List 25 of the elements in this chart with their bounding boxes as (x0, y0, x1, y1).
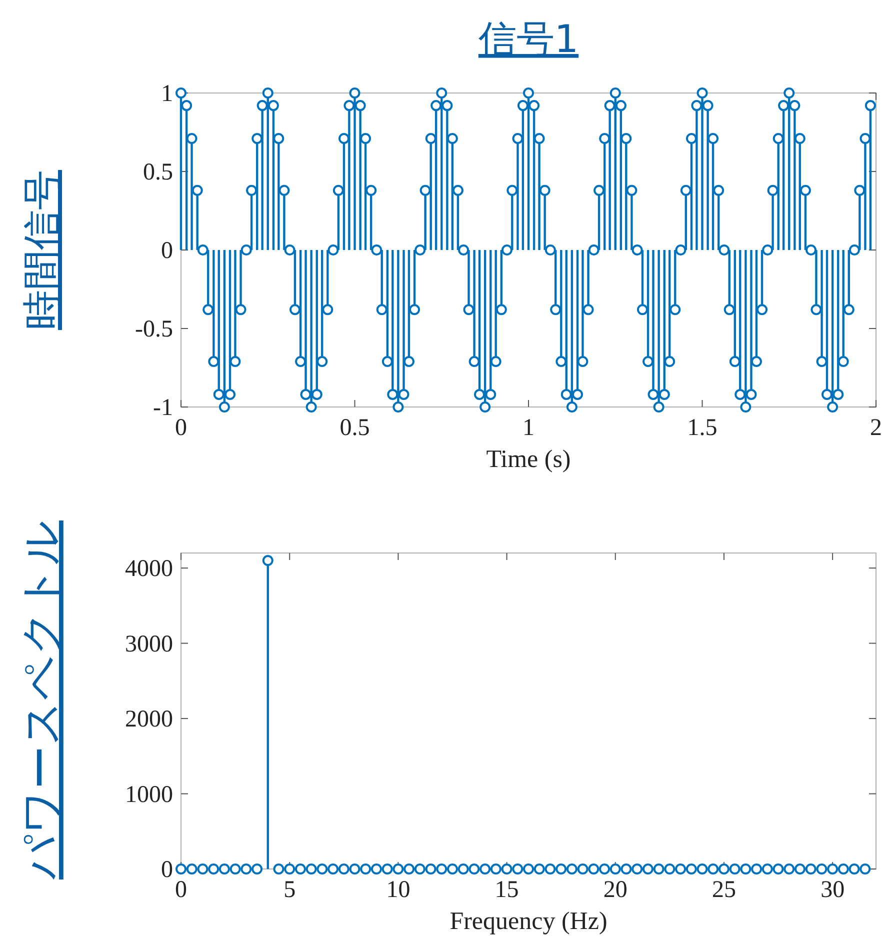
x-tick-label: 2 (870, 415, 882, 441)
y-tick-label: 2000 (125, 706, 173, 733)
x-tick-label: 25 (712, 877, 736, 903)
y-tick-label: 3000 (125, 631, 173, 658)
x-tick-label: 15 (494, 877, 519, 903)
x-tick-label: 1.5 (687, 415, 718, 441)
y-tick-label: -0.5 (135, 316, 173, 342)
x-tick-label: 10 (386, 877, 410, 903)
y-tick-label: 0 (161, 238, 173, 264)
x-axis-title: Frequency (Hz) (450, 908, 608, 935)
y-tick-label: 1 (161, 81, 173, 107)
y-tick-label: 4000 (125, 556, 173, 582)
y-tick-label: -1 (153, 395, 173, 421)
x-tick-label: 1 (522, 415, 534, 441)
x-axis-title: Time (s) (486, 446, 571, 473)
x-tick-label: 0.5 (340, 415, 370, 441)
x-tick-label: 5 (284, 877, 296, 903)
y-tick-label: 0.5 (143, 160, 173, 186)
y-axis-title: パワースペクトル (16, 520, 67, 880)
y-tick-label: 0 (161, 857, 173, 883)
y-axis-title: 時間信号 (20, 170, 66, 330)
x-tick-label: 30 (820, 877, 845, 903)
y-tick-label: 1000 (125, 782, 173, 808)
chart-title: 信号1 (478, 17, 579, 61)
x-tick-label: 20 (603, 877, 628, 903)
